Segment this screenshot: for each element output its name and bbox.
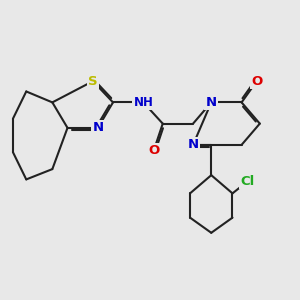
Text: O: O (251, 75, 262, 88)
Text: N: N (188, 138, 199, 151)
Text: N: N (206, 96, 217, 109)
Text: S: S (88, 75, 98, 88)
Text: O: O (148, 144, 159, 158)
Text: NH: NH (134, 96, 153, 109)
Text: N: N (92, 122, 104, 134)
Text: Cl: Cl (241, 175, 255, 188)
